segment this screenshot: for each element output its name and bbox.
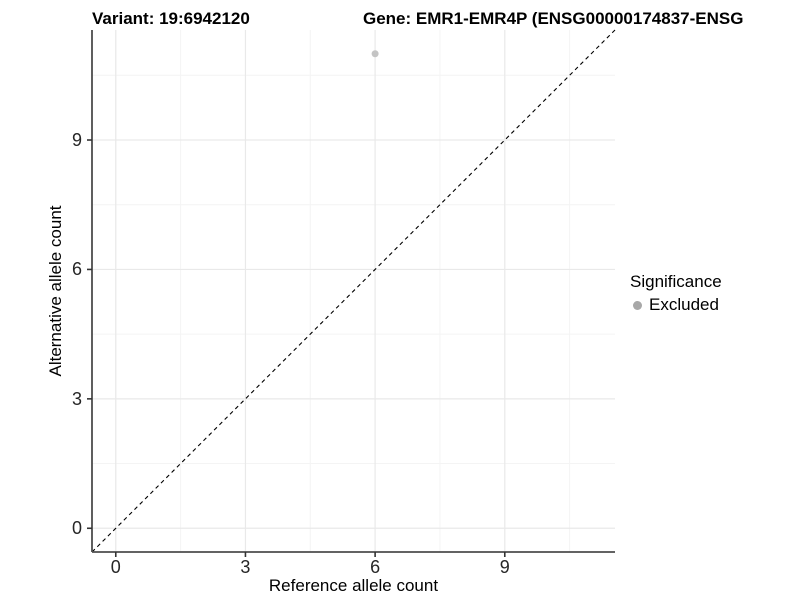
- x-tick-label: 9: [499, 557, 510, 577]
- data-point: [371, 50, 379, 58]
- y-tick-label: 6: [71, 259, 82, 280]
- significance-legend: Significance Excluded: [630, 272, 722, 315]
- x-axis-title: Reference allele count: [268, 576, 439, 595]
- excluded-key-dot-icon: [633, 300, 642, 310]
- y-tick-label: 3: [71, 388, 82, 409]
- y-axis-title: Alternative allele count: [46, 205, 65, 377]
- legend-title: Significance: [630, 272, 722, 291]
- x-tick-label: 0: [110, 557, 121, 577]
- x-tick-label: 3: [240, 557, 251, 577]
- y-tick-label: 9: [71, 130, 82, 150]
- identity-line: [91, 29, 616, 553]
- legend-item-label: Excluded: [649, 295, 719, 314]
- variant-title: Variant: 19:6942120: [92, 9, 250, 28]
- x-tick-label: 6: [370, 557, 381, 577]
- gene-title: Gene: EMR1-EMR4P (ENSG00000174837-ENSG: [363, 9, 744, 28]
- y-tick-label: 0: [71, 518, 82, 539]
- plot-panel: [87, 29, 616, 557]
- legend-item-excluded: Excluded: [630, 295, 722, 315]
